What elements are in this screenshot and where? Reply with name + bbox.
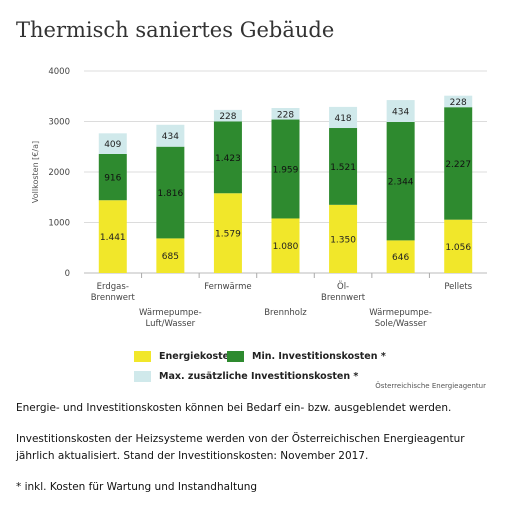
bar-value-label: 434	[162, 132, 179, 142]
bar-value-label: 434	[392, 108, 409, 118]
bar-value-label: 228	[219, 112, 236, 122]
bar-value-label: 1.441	[100, 233, 126, 243]
bar-value-label: 2.227	[445, 160, 471, 170]
bar-value-label: 1.579	[215, 230, 241, 240]
x-category-label: Luft/Wasser	[146, 319, 196, 329]
stacked-bar-chart: 0 1000 2000 3000 4000 Vollkosten [€/a] 1.441…	[31, 67, 487, 329]
x-category-label: Pellets	[444, 282, 472, 292]
bar-value-label: 646	[392, 253, 409, 263]
legend-swatch-min-investitionskosten	[227, 351, 244, 362]
bar-value-label: 2.344	[388, 178, 414, 188]
legend-swatch-energiekosten	[134, 351, 151, 362]
bar-segment[interactable]	[213, 121, 242, 194]
y-tick-label: 0	[65, 269, 70, 279]
bar-segment[interactable]	[98, 133, 127, 154]
bar-value-label: 228	[277, 110, 294, 120]
bar-segment[interactable]	[386, 122, 415, 241]
y-tick-label: 1000	[48, 219, 70, 229]
bar-value-label: 409	[104, 140, 121, 150]
bar-segment[interactable]	[386, 240, 415, 273]
legend-item-min-investitionskosten[interactable]: Min. Investitionskosten *	[227, 351, 386, 362]
bar-segment[interactable]	[156, 146, 185, 239]
bar-segment[interactable]	[329, 106, 358, 129]
x-category-label: Brennholz	[264, 308, 307, 318]
y-axis: 0 1000 2000 3000 4000	[48, 67, 70, 279]
bar-segment[interactable]	[271, 108, 300, 120]
bar-segment[interactable]	[156, 238, 185, 273]
x-category-label: Fernwärme	[204, 282, 251, 292]
bar-value-label: 228	[450, 98, 467, 108]
bar-segment[interactable]	[444, 107, 473, 220]
y-tick-label: 2000	[48, 168, 70, 178]
y-tick-label: 4000	[48, 67, 70, 77]
bar-value-label: 1.350	[330, 235, 356, 245]
legend-label: Min. Investitionskosten *	[252, 351, 386, 362]
legend-label: Max. zusätzliche Investitionskosten *	[159, 371, 359, 382]
bar-segment[interactable]	[386, 100, 415, 123]
x-category-label: Wärmepumpe-	[139, 308, 202, 318]
chart-title: Thermisch saniertes Gebäude	[16, 18, 335, 42]
bar-value-label: 1.816	[157, 189, 183, 199]
bar-value-label: 1.056	[445, 243, 471, 253]
bar-segment[interactable]	[271, 119, 300, 219]
bar-segment[interactable]	[271, 218, 300, 273]
bar-segment[interactable]	[329, 204, 358, 273]
y-axis-label: Vollkosten [€/a]	[31, 141, 40, 203]
bar-segment[interactable]	[98, 153, 127, 201]
bar-value-label: 1.080	[273, 242, 299, 252]
legend-item-energiekosten[interactable]: Energiekosten	[134, 351, 236, 362]
bar-value-label: 418	[334, 114, 351, 124]
bar-segment[interactable]	[444, 219, 473, 273]
x-category-label: Erdgas-	[97, 282, 129, 292]
bar-value-label: 685	[162, 252, 179, 262]
x-axis: Erdgas-BrennwertWärmepumpe-Luft/WasserFe…	[91, 273, 473, 329]
bar-segment[interactable]	[213, 193, 242, 273]
bar-value-label: 1.423	[215, 154, 241, 164]
bar-segment[interactable]	[444, 95, 473, 108]
bar-value-label: 916	[104, 174, 121, 184]
legend-item-max-investitionskosten[interactable]: Max. zusätzliche Investitionskosten *	[134, 371, 358, 382]
note-toggle-info: Energie- und Investitionskosten können b…	[16, 402, 452, 414]
note-update-line-1: Investitionskosten der Heizsysteme werde…	[16, 433, 465, 445]
legend-label: Energiekosten	[159, 351, 236, 362]
note-footnote: * inkl. Kosten für Wartung und Instandha…	[16, 481, 258, 493]
bar-segment[interactable]	[98, 200, 127, 273]
x-category-label: Brennwert	[321, 293, 366, 303]
bar-segment[interactable]	[156, 124, 185, 147]
bar-value-label: 1.521	[330, 163, 356, 173]
x-category-label: Öl-	[337, 281, 349, 292]
x-category-label: Sole/Wasser	[375, 319, 427, 329]
legend-swatch-max-investitionskosten	[134, 371, 151, 382]
bar-segment[interactable]	[329, 128, 358, 205]
y-tick-label: 3000	[48, 118, 70, 128]
bar-value-label: 1.959	[273, 165, 299, 175]
source-credit: Österreichische Energieagentur	[375, 382, 486, 390]
bar-segment[interactable]	[213, 109, 242, 122]
x-category-label: Brennwert	[91, 293, 136, 303]
bars: 1.441 916 409 685 1.816 434 1.579 1.423 228 1.080…	[98, 95, 473, 273]
x-category-label: Wärmepumpe-	[369, 308, 432, 318]
note-update-line-2: jährlich aktualisiert. Stand der Investi…	[16, 450, 369, 462]
